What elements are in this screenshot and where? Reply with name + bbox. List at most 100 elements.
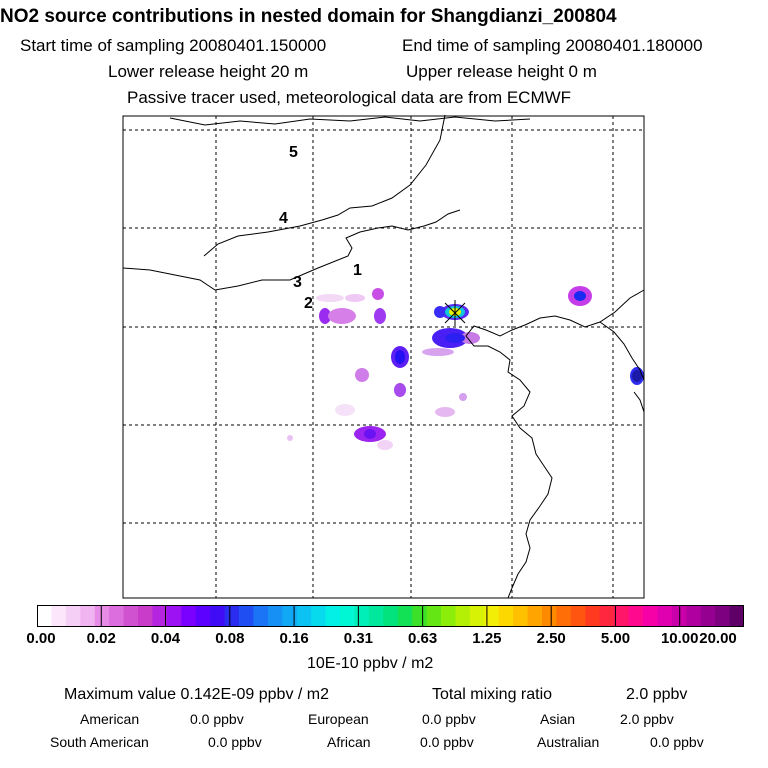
colorbar-swatch	[37, 605, 52, 627]
colorbar-swatch	[94, 605, 110, 627]
upper-release-height: Upper release height 0 m	[406, 62, 597, 81]
plume-blob	[422, 348, 454, 356]
colorbar-swatch	[109, 605, 125, 627]
colorbar-tick-label: 2.50	[536, 630, 566, 647]
colorbar-tick-label: 10.00	[660, 630, 699, 647]
plume-core	[574, 291, 586, 301]
colorbar-swatch	[455, 605, 471, 627]
colorbar-tick-label: 0.63	[408, 630, 438, 647]
colorbar-swatch	[484, 605, 500, 627]
colorbar-swatch	[368, 605, 384, 627]
coastline-korea	[599, 321, 645, 381]
colorbar-tick-label: 0.00	[26, 630, 56, 647]
source-name-south-american: South American	[50, 734, 149, 750]
colorbar-swatch	[224, 605, 240, 627]
colorbar-swatch	[138, 605, 153, 627]
source-value-european: 0.0 ppbv	[422, 711, 476, 727]
source-name-asian: Asian	[540, 711, 576, 727]
source-name-european: European	[308, 711, 369, 727]
plume-layer	[287, 286, 644, 450]
border-north	[169, 116, 531, 126]
plume-blob	[335, 404, 355, 416]
source-value-australian: 0.0 ppbv	[650, 734, 704, 750]
colorbar-swatch	[628, 605, 644, 627]
colorbar-swatch	[166, 605, 182, 627]
colorbar-swatch	[441, 605, 456, 627]
colorbar-tick-label: 5.00	[600, 630, 631, 647]
start-time-label: Start time of sampling 20080401.150000	[20, 36, 327, 55]
colorbar-tick-label: 0.16	[279, 630, 309, 647]
plume-blob	[434, 306, 446, 318]
colorbar-swatch	[469, 605, 485, 627]
colorbar-tick-label: 0.08	[215, 630, 245, 647]
colorbar-swatch	[585, 605, 601, 627]
colorbar-swatch	[51, 605, 67, 627]
source-value-south-american: 0.0 ppbv	[208, 734, 262, 750]
total-mixing-value: 2.0 ppbv	[626, 686, 688, 703]
lower-release-height: Lower release height 20 m	[108, 62, 309, 81]
colorbar-swatch	[195, 605, 211, 627]
plume-blob	[460, 332, 480, 344]
colorbar-swatch	[599, 605, 615, 627]
colorbar-swatch	[181, 605, 197, 627]
passive-tracer-note: Passive tracer used, meteorological data…	[127, 88, 572, 107]
colorbar-swatch	[340, 605, 355, 627]
colorbar-swatch	[513, 605, 529, 627]
colorbar-swatch	[686, 605, 702, 627]
coastlines	[122, 114, 645, 599]
colorbar-tick-label: 20.00	[699, 630, 737, 647]
colorbar-swatch	[715, 605, 731, 627]
plume-core	[445, 333, 465, 343]
contour-label-1: 1	[353, 262, 362, 279]
colorbar-swatch	[267, 605, 283, 627]
max-value-label: Maximum value 0.142E-09 ppbv / m2	[64, 686, 330, 703]
colorbar	[37, 605, 744, 627]
colorbar-swatch	[282, 605, 298, 627]
colorbar-swatch	[556, 605, 572, 627]
map-frame	[122, 115, 645, 599]
colorbar-frame	[37, 605, 744, 627]
colorbar-swatch	[383, 605, 399, 627]
plume-core	[395, 350, 405, 364]
contour-label-4: 4	[279, 210, 288, 227]
island	[633, 391, 645, 413]
colorbar-swatch	[123, 605, 139, 627]
source-value-asian: 2.0 ppbv	[620, 711, 674, 727]
colorbar-swatch	[296, 605, 312, 627]
colorbar-swatch	[152, 605, 168, 627]
colorbar-swatch	[542, 605, 557, 627]
source-value-american: 0.0 ppbv	[190, 711, 244, 727]
plume-blob	[459, 393, 467, 401]
colorbar-swatch	[643, 605, 658, 627]
colorbar-swatch	[311, 605, 327, 627]
border-inner	[122, 209, 461, 291]
grid-lines	[123, 116, 644, 598]
colorbar-swatch	[426, 605, 442, 627]
plume-blob	[328, 308, 356, 324]
source-value-african: 0.0 ppbv	[420, 734, 474, 750]
colorbar-swatch	[397, 605, 413, 627]
source-name-american: American	[80, 711, 140, 727]
plume-blob	[374, 308, 386, 324]
colorbar-tick-label: 0.02	[86, 630, 116, 647]
colorbar-tick-label: 0.04	[150, 630, 181, 647]
colorbar-swatch	[700, 605, 716, 627]
colorbar-swatch	[65, 605, 81, 627]
plume-core	[364, 429, 376, 439]
total-mixing-label: Total mixing ratio	[432, 686, 553, 703]
colorbar-swatch	[239, 605, 254, 627]
plume-blob	[435, 407, 455, 417]
plume-blob	[394, 383, 406, 397]
colorbar-swatch	[210, 605, 226, 627]
colorbar-swatch	[527, 605, 543, 627]
contour-label-3: 3	[293, 274, 302, 291]
colorbar-swatch	[498, 605, 514, 627]
plume-blob	[372, 288, 384, 300]
colorbar-swatch	[325, 605, 341, 627]
source-name-australian: Australian	[537, 734, 600, 750]
chart-title: NO2 source contributions in nested domai…	[0, 6, 617, 27]
colorbar-swatch	[729, 605, 744, 627]
end-time-label: End time of sampling 20080401.180000	[402, 36, 703, 55]
contour-labels: 5 4 3 2 1	[279, 144, 362, 312]
